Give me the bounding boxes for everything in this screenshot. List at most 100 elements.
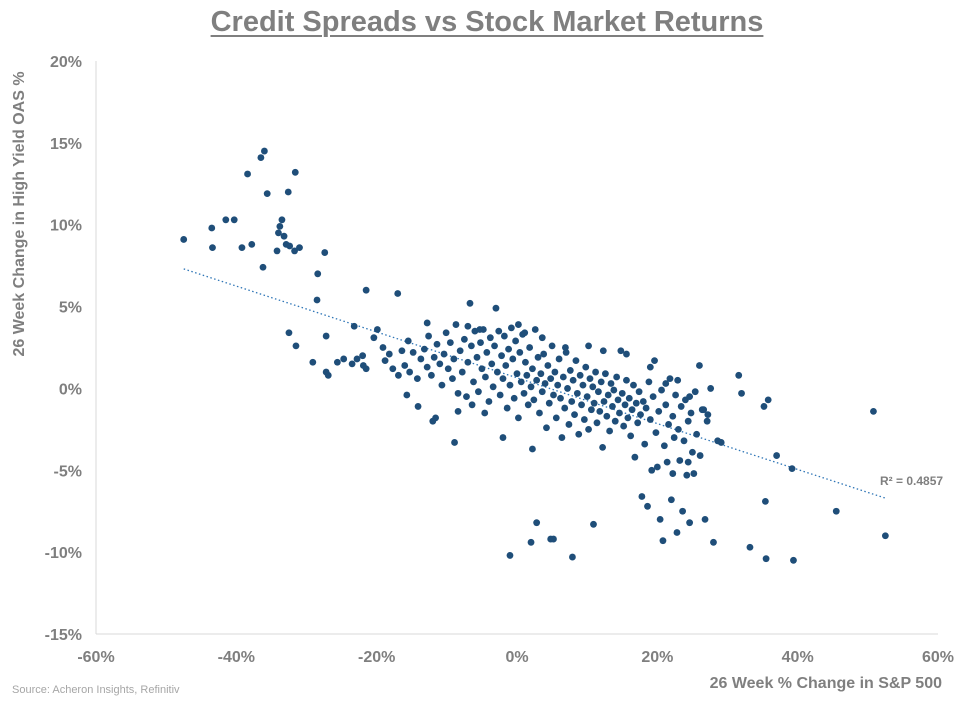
data-point	[704, 411, 712, 419]
data-point	[603, 412, 611, 420]
data-point	[481, 409, 489, 417]
data-point	[446, 339, 454, 346]
data-point	[436, 360, 444, 368]
data-point	[710, 538, 717, 546]
data-point	[505, 345, 512, 353]
source-note: Source: Acheron Insights, Refinitiv	[12, 684, 180, 696]
data-point	[496, 391, 504, 399]
data-point	[550, 391, 557, 399]
data-point	[499, 375, 507, 383]
data-point	[515, 414, 522, 422]
data-point	[672, 391, 679, 399]
data-point	[658, 386, 665, 394]
data-point	[696, 452, 704, 459]
data-point	[613, 373, 621, 381]
data-point	[530, 396, 538, 404]
data-point	[406, 368, 414, 376]
data-point	[534, 353, 542, 361]
data-point	[620, 422, 628, 430]
trendline-layer	[183, 268, 886, 499]
data-point	[555, 355, 563, 363]
data-point	[498, 352, 505, 360]
data-point	[464, 322, 472, 330]
data-point	[564, 385, 571, 392]
data-point	[285, 329, 293, 337]
data-point	[569, 553, 576, 561]
y-tick-label: 5%	[59, 300, 82, 317]
data-point	[541, 380, 549, 387]
data-point	[590, 520, 597, 528]
data-point	[500, 332, 508, 340]
data-point	[489, 383, 497, 391]
data-point	[585, 342, 592, 350]
data-point	[590, 399, 598, 407]
data-point	[248, 240, 256, 248]
data-point	[467, 342, 475, 350]
data-point	[585, 425, 592, 433]
y-tick-label: -15%	[45, 627, 82, 644]
data-point	[385, 350, 393, 358]
data-point	[499, 434, 507, 441]
data-point	[557, 394, 564, 402]
data-point	[440, 350, 448, 358]
y-tick-label: 10%	[50, 218, 82, 235]
data-point	[628, 406, 636, 414]
data-point	[674, 425, 682, 433]
data-point	[414, 403, 422, 410]
data-point	[321, 249, 329, 256]
data-point	[669, 470, 677, 477]
data-point	[454, 407, 462, 415]
data-point	[655, 407, 663, 415]
data-point	[600, 398, 608, 405]
data-point	[696, 362, 703, 369]
data-point	[551, 368, 559, 376]
data-point	[379, 344, 387, 351]
data-point	[394, 290, 402, 297]
data-point	[425, 332, 432, 340]
data-point	[483, 349, 491, 356]
data-point	[477, 339, 484, 346]
x-tick-label: 40%	[782, 649, 814, 666]
data-point	[533, 376, 541, 384]
data-point	[569, 376, 577, 384]
data-point	[548, 342, 556, 350]
data-point	[296, 244, 303, 252]
data-point	[370, 334, 378, 342]
data-point	[403, 391, 411, 399]
data-point	[700, 406, 708, 414]
data-point	[623, 376, 630, 384]
data-point	[427, 371, 435, 379]
data-point	[691, 388, 699, 396]
data-point	[790, 556, 797, 564]
data-point	[645, 378, 653, 386]
data-point	[398, 347, 406, 355]
data-point	[488, 360, 496, 368]
data-point	[475, 388, 482, 396]
data-point	[529, 365, 536, 373]
data-point	[470, 378, 477, 386]
data-point	[642, 404, 650, 412]
data-point	[503, 404, 511, 412]
data-point	[667, 496, 675, 504]
data-point	[625, 394, 633, 402]
data-point	[604, 391, 612, 399]
data-point	[571, 411, 578, 419]
data-point	[788, 465, 796, 473]
data-point	[599, 347, 607, 355]
data-point	[646, 363, 654, 371]
data-point	[660, 442, 668, 450]
data-point	[348, 360, 356, 368]
data-point	[261, 147, 268, 155]
data-point	[473, 353, 481, 361]
data-point	[373, 326, 381, 333]
data-point	[689, 448, 696, 456]
data-point	[322, 332, 330, 340]
data-point	[596, 407, 604, 415]
data-point	[686, 393, 694, 401]
x-tick-label: 0%	[505, 649, 528, 666]
data-point	[353, 355, 361, 363]
x-tick-label: 60%	[922, 649, 954, 666]
data-point	[180, 236, 188, 243]
data-point	[630, 381, 637, 389]
